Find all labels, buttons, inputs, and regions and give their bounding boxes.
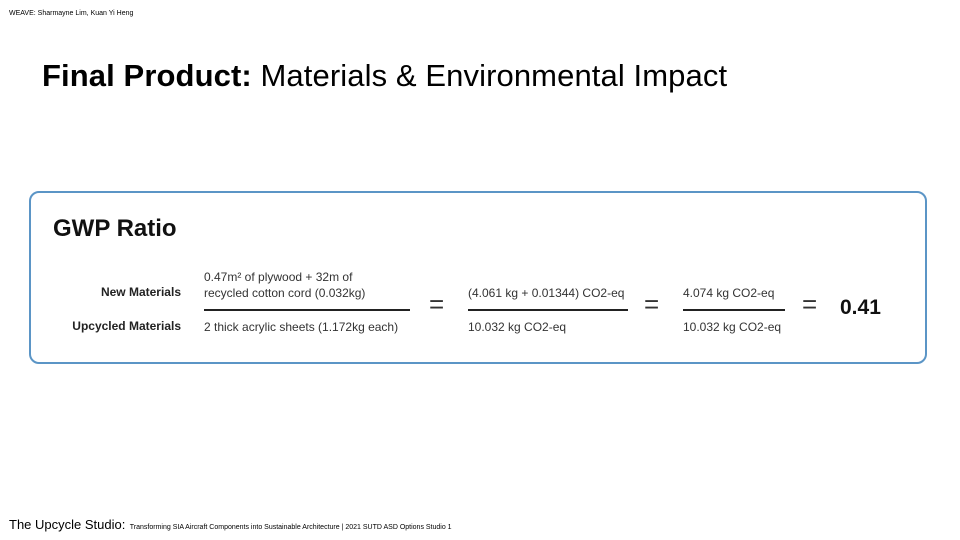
slide-title-rest: Materials & Environmental Impact [251,58,728,93]
upcycled-materials-label: Upcycled Materials [72,319,181,333]
fraction1-numerator-line2: recycled cotton cord (0.032kg) [204,286,366,300]
fraction2-numerator: (4.061 kg + 0.01344) CO2-eq [468,286,625,300]
card-heading: GWP Ratio [53,215,177,242]
equals-sign-3: = [802,289,818,319]
slide-title-bold: Final Product: [42,58,252,93]
fraction2-denominator: 10.032 kg CO2-eq [468,320,567,334]
fraction3-bar [683,309,785,311]
footer-subtitle: Transforming SIA Aircraft Components int… [129,524,452,531]
fraction3-numerator: 4.074 kg CO2-eq [683,286,775,300]
gwp-ratio-card: GWP Ratio New Materials Upcycled Materia… [29,191,927,364]
author-credit: WEAVE: Sharmayne Lim, Kuan Yi Heng [9,10,134,17]
fraction1-numerator-line1: 0.47m² of plywood + 32m of [204,270,353,284]
fraction3-denominator: 10.032 kg CO2-eq [683,320,782,334]
gwp-ratio-result: 0.41 [840,296,881,319]
fraction1-denominator: 2 thick acrylic sheets (1.172kg each) [204,320,399,334]
new-materials-label: New Materials [100,285,181,299]
slide-title: Final Product: Materials & Environmental… [42,58,727,94]
equals-sign-1: = [429,289,445,319]
fraction2-bar [468,309,628,311]
footer: The Upcycle Studio: Transforming SIA Air… [9,516,452,534]
footer-studio-name: The Upcycle Studio: [9,517,126,532]
fraction1-bar [204,309,410,311]
equals-sign-2: = [644,289,660,319]
